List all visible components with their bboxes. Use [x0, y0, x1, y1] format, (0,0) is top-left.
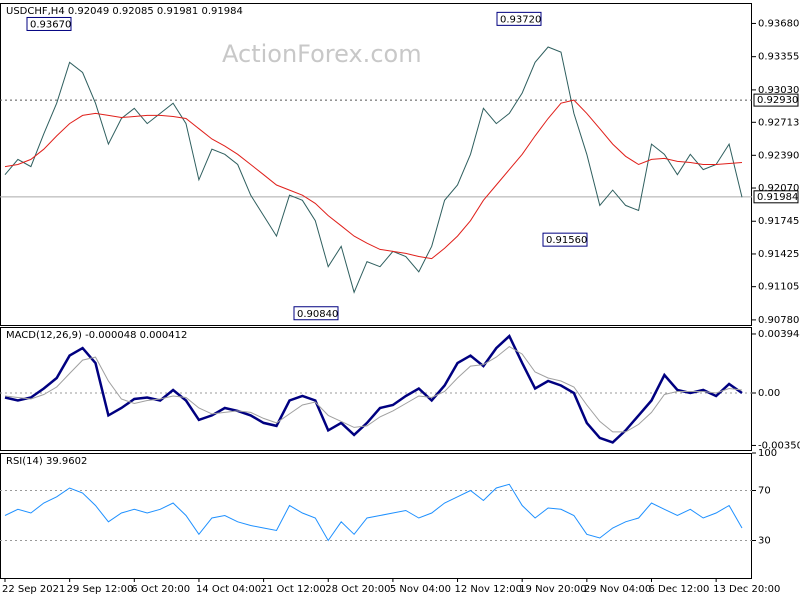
- annotation-label: 0.93720: [500, 14, 541, 25]
- series-line: [4, 483, 743, 542]
- annotation-box: [26, 16, 72, 31]
- y-tick-label: 0.92390: [758, 150, 799, 161]
- x-tick-label: 29 Sep 12:00: [67, 584, 134, 595]
- y-tick-label: 0.91425: [758, 249, 799, 260]
- series-line: [4, 99, 743, 260]
- x-tick-label: 21 Oct 12:00: [261, 584, 326, 595]
- x-tick-label: 22 Sep 2021: [2, 584, 65, 595]
- price-tag: [753, 93, 799, 107]
- y-tick-label: 0.93355: [758, 52, 799, 63]
- y-tick-label: 0.91745: [758, 216, 799, 227]
- annotation-box: [542, 232, 588, 247]
- panel-frame: [0, 3, 752, 326]
- annotation-label: 0.91560: [546, 235, 587, 246]
- x-tick-label: 5 Nov 04:00: [390, 584, 451, 595]
- y-tick-label: 0.92713: [758, 117, 799, 128]
- annotation-box: [496, 11, 542, 26]
- price-tag: [753, 190, 799, 204]
- y-tick-label: 0.003944: [758, 329, 800, 340]
- panel-title: MACD(12,26,9) -0.000048 0.000412: [6, 330, 187, 341]
- y-tick-label: 0.00: [758, 388, 780, 399]
- y-tick-label: 0.93030: [758, 85, 799, 96]
- panel-title: USDCHF,H4 0.92049 0.92085 0.91981 0.9198…: [6, 6, 243, 17]
- y-tick-label: 0.91105: [758, 282, 799, 293]
- x-tick-label: 14 Oct 04:00: [196, 584, 261, 595]
- y-tick-label: 0.92070: [758, 183, 799, 194]
- series-line: [4, 46, 743, 294]
- price-tag-label: 0.92930: [757, 95, 798, 106]
- series-line: [4, 334, 743, 444]
- panel-title: RSI(14) 39.9602: [6, 456, 87, 467]
- x-tick-label: 6 Dec 12:00: [648, 584, 709, 595]
- x-tick-label: 6 Oct 20:00: [131, 584, 190, 595]
- annotation-label: 0.90840: [297, 309, 338, 320]
- y-tick-label: 70: [758, 486, 771, 497]
- y-tick-label: 0.93680: [758, 18, 799, 29]
- y-tick-label: 100: [758, 448, 777, 459]
- panel-frame: [0, 327, 752, 451]
- x-tick-label: 12 Nov 12:00: [455, 584, 522, 595]
- annotation-box: [293, 306, 339, 321]
- x-tick-label: 28 Oct 20:00: [325, 584, 390, 595]
- y-tick-label: 0.90780: [758, 315, 799, 326]
- annotation-label: 0.93670: [30, 19, 71, 30]
- y-tick-label: -0.003506: [758, 440, 800, 451]
- panel-frame: [0, 453, 752, 579]
- y-tick-label: 30: [758, 536, 771, 547]
- x-tick-label: 19 Nov 20:00: [519, 584, 586, 595]
- x-tick-label: 13 Dec 20:00: [713, 584, 780, 595]
- watermark: ActionForex.com: [222, 40, 422, 68]
- x-tick-label: 29 Nov 04:00: [584, 584, 651, 595]
- price-tag-label: 0.91984: [757, 192, 798, 203]
- series-line: [4, 345, 743, 433]
